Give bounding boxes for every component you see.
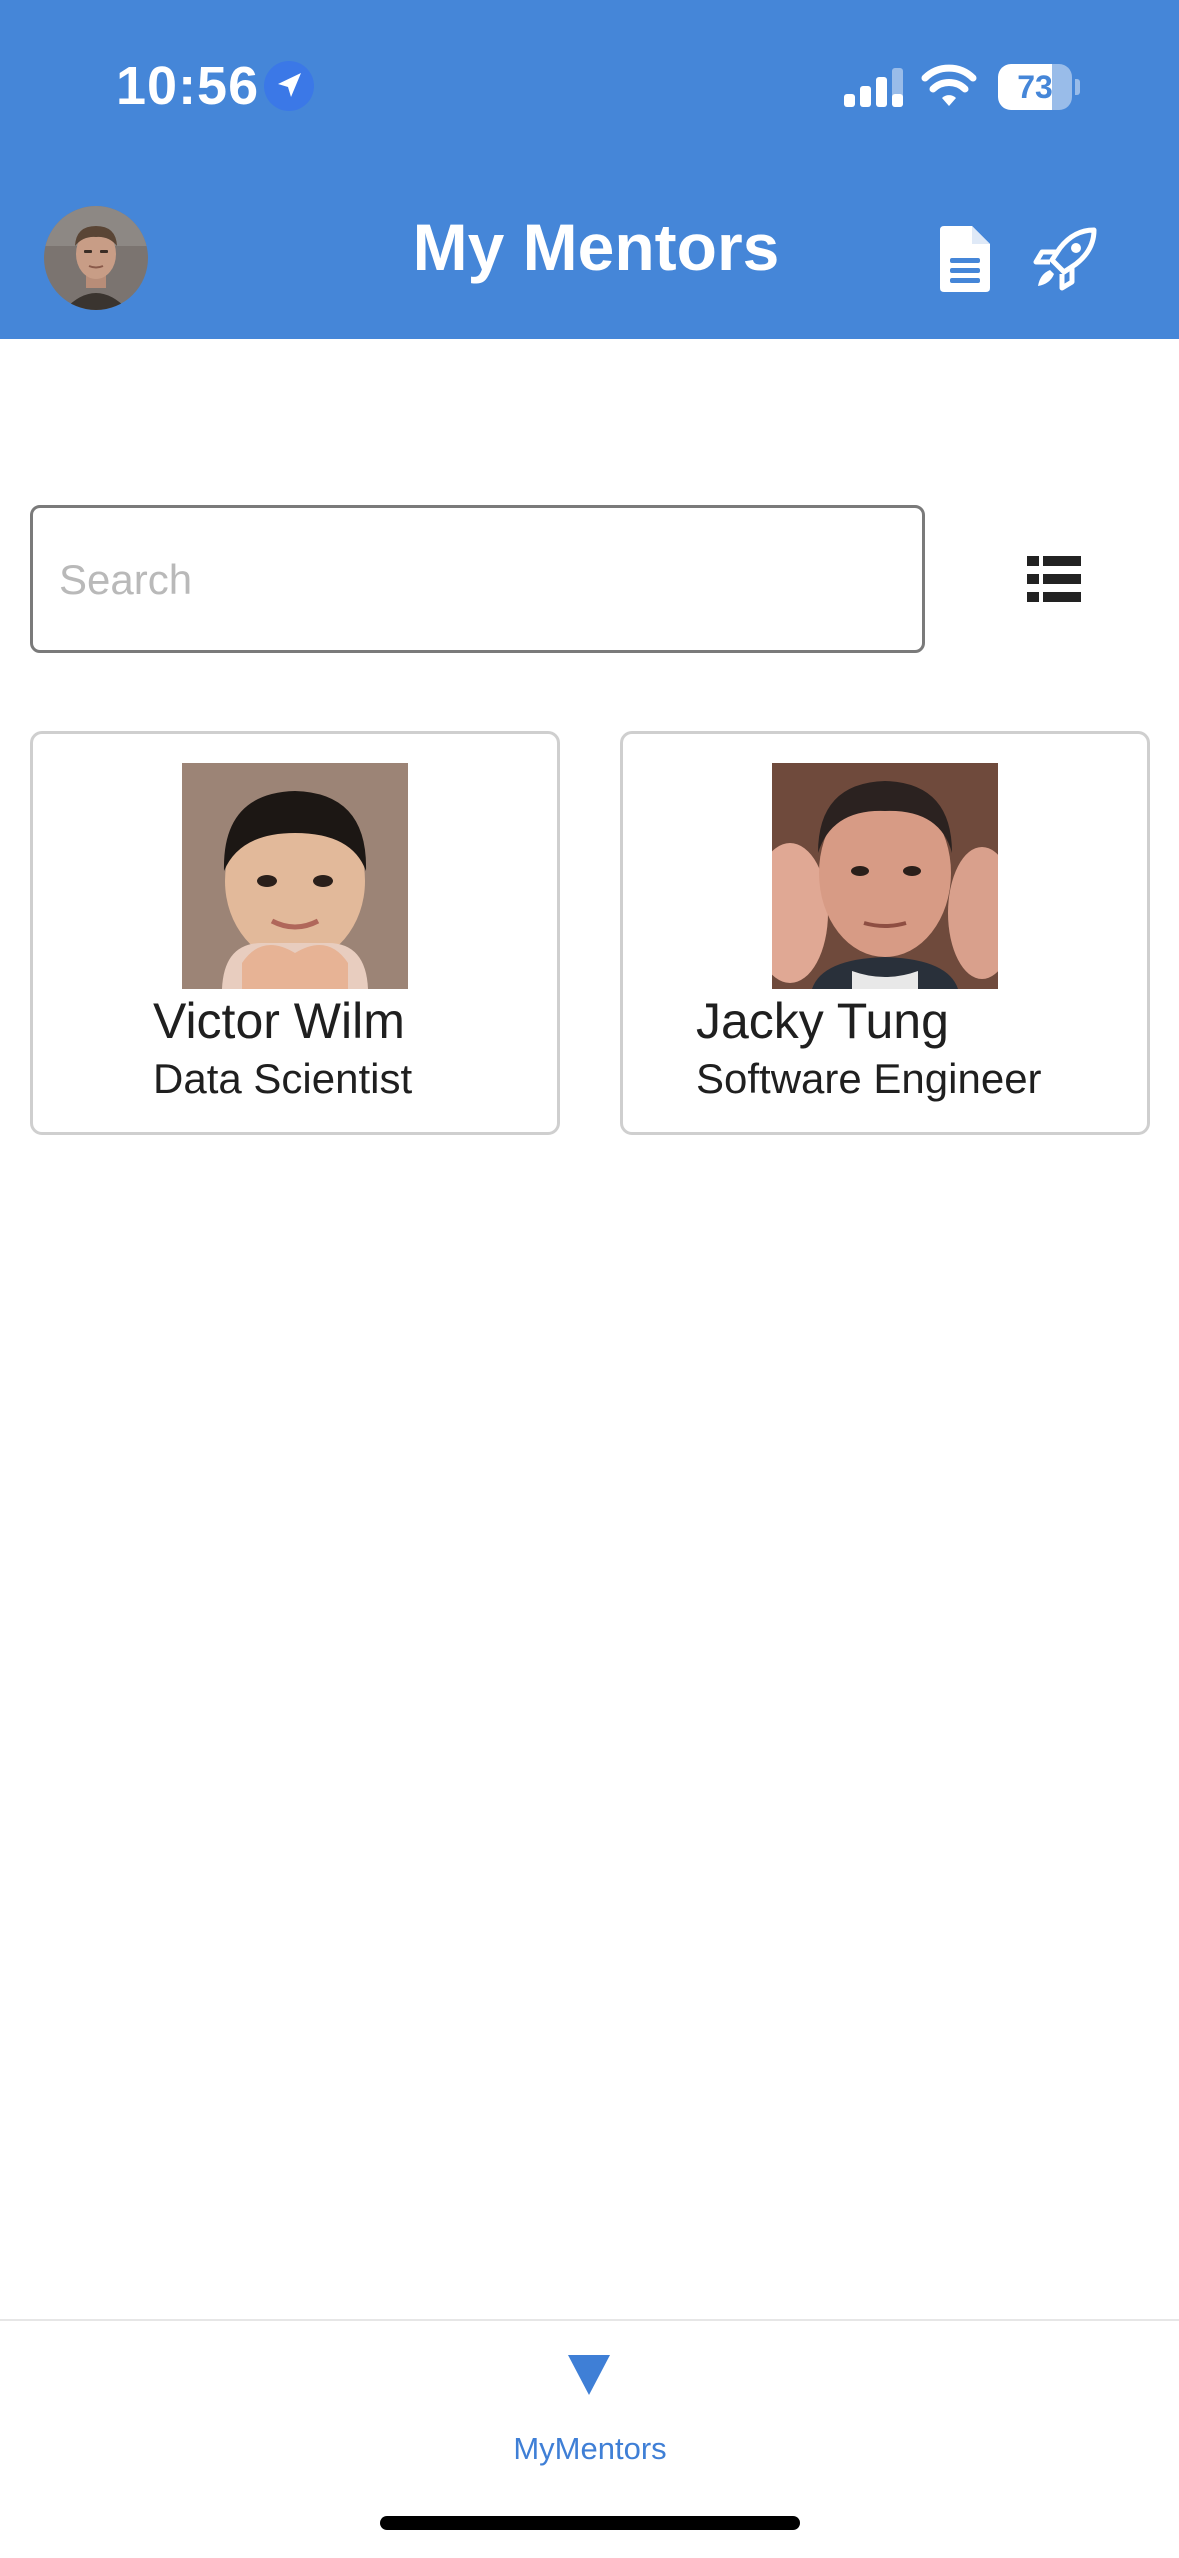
list-view-icon[interactable] (1027, 556, 1081, 602)
search-input[interactable] (57, 508, 901, 652)
mentor-role: Software Engineer (696, 1055, 1042, 1102)
mentor-card[interactable]: Victor Wilm Data Scientist (30, 731, 560, 1135)
mentor-name: Jacky Tung (696, 993, 949, 1049)
search-box (30, 505, 925, 653)
mentor-role: Data Scientist (153, 1055, 413, 1102)
status-time: 10:56 (116, 56, 260, 116)
cellular-signal-icon (844, 68, 903, 107)
tab-my-mentors[interactable]: MyMentors (440, 2321, 740, 2481)
wifi-icon (921, 64, 977, 106)
battery-indicator: 73 (998, 64, 1080, 110)
mentor-name: Victor Wilm (153, 993, 405, 1049)
mentor-photo (772, 763, 998, 989)
tab-label: MyMentors (513, 2431, 667, 2466)
page-title: My Mentors (412, 210, 780, 284)
mentor-photo (182, 763, 408, 989)
app-header: 10:56 73 My (0, 0, 1179, 339)
battery-percent: 73 (1017, 69, 1053, 105)
rocket-icon[interactable] (1030, 224, 1100, 294)
home-indicator[interactable] (380, 2516, 800, 2530)
user-avatar[interactable] (44, 206, 148, 310)
location-arrow-icon (264, 61, 314, 111)
mentor-card[interactable]: Jacky Tung Software Engineer (620, 731, 1150, 1135)
triangle-down-icon (568, 2355, 610, 2395)
document-icon[interactable] (936, 224, 994, 294)
